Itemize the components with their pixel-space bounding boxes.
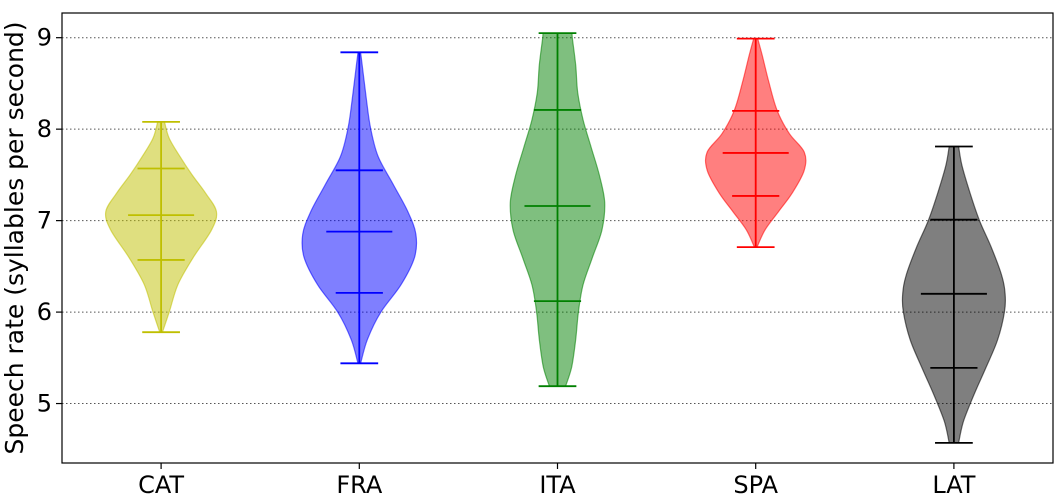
violins xyxy=(104,32,1007,444)
violin-lat xyxy=(901,145,1007,444)
y-tick-label-7: 7 xyxy=(37,207,52,235)
y-axis-label: Speech rate (syllables per second) xyxy=(0,21,29,454)
y-tick-label-9: 9 xyxy=(37,24,52,52)
x-axis-ticks: CAT FRA ITA SPA LAT xyxy=(138,463,976,494)
gridlines xyxy=(62,37,1053,405)
y-tick-label-5: 5 xyxy=(37,390,52,418)
violin-ita xyxy=(509,32,606,388)
x-tick-label-ita: ITA xyxy=(539,471,576,494)
violin-cat xyxy=(104,120,218,334)
y-tick-label-8: 8 xyxy=(37,115,52,143)
x-tick-label-lat: LAT xyxy=(932,471,975,494)
violin-spa xyxy=(704,37,807,249)
x-tick-label-cat: CAT xyxy=(138,471,184,494)
x-tick-label-fra: FRA xyxy=(336,471,383,494)
y-axis-ticks: 5 6 7 8 9 xyxy=(37,24,62,418)
x-tick-label-spa: SPA xyxy=(733,471,778,494)
y-tick-label-6: 6 xyxy=(37,298,52,326)
violin-fra xyxy=(301,51,418,365)
